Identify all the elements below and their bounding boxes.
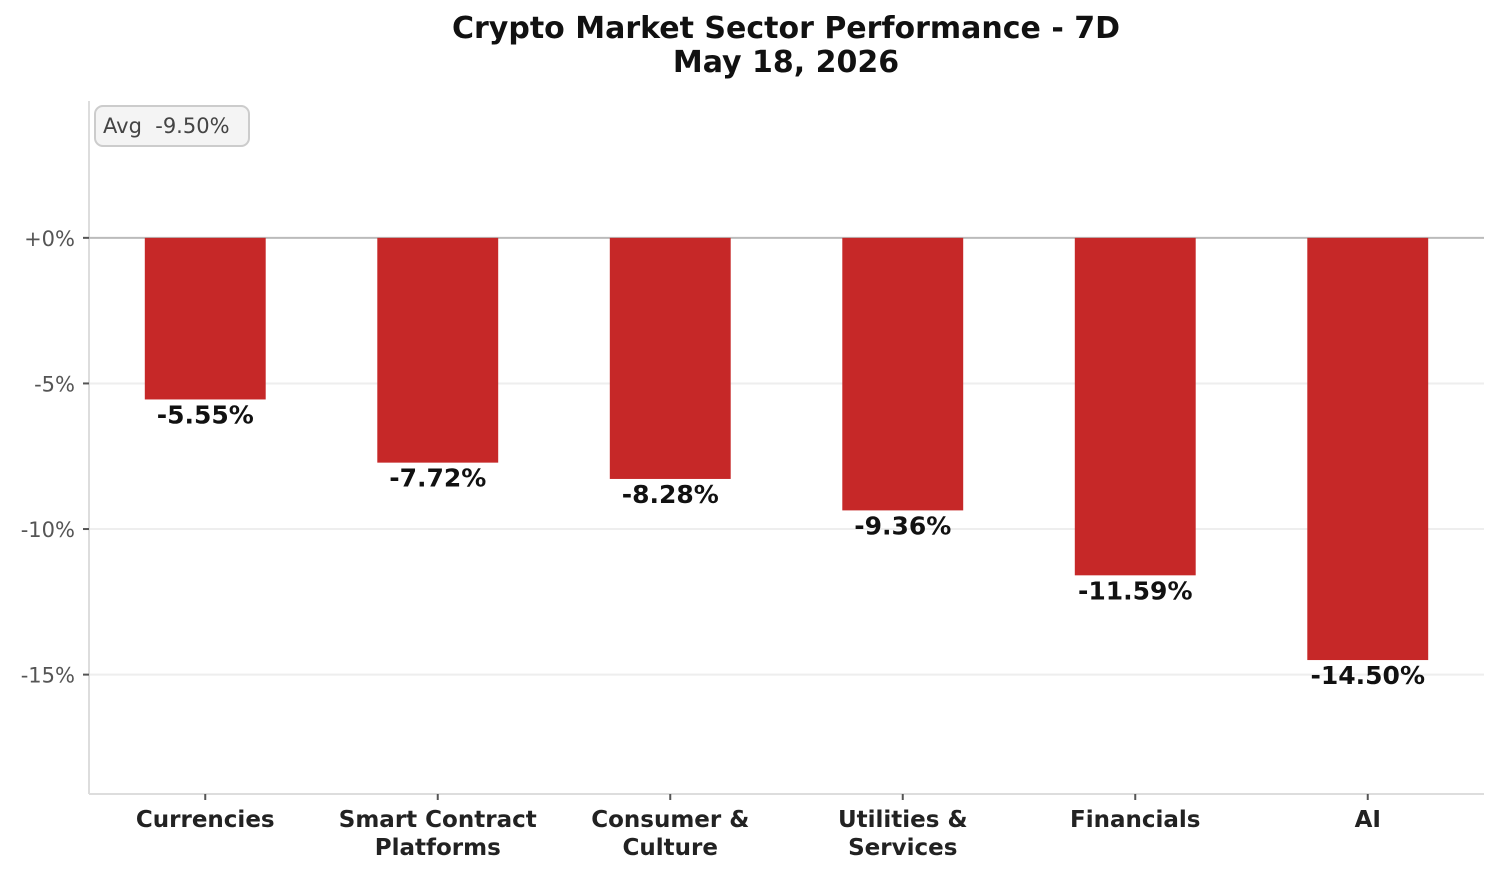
bar-value-label: -14.50% (1310, 661, 1425, 690)
x-tick-label: Smart Contract (339, 807, 537, 833)
x-tick-label: Currencies (136, 807, 275, 833)
bar-value-label: -8.28% (622, 480, 719, 509)
bar (842, 237, 964, 511)
average-annotation-box (94, 105, 250, 147)
x-tick-label: Platforms (375, 835, 501, 861)
bar (609, 237, 731, 479)
x-tick-label: Financials (1070, 807, 1200, 833)
bar (377, 237, 499, 463)
y-tick-label: -5% (34, 372, 75, 396)
x-tick-label: Utilities & (838, 807, 968, 833)
chart-subtitle: May 18, 2026 (673, 45, 899, 80)
average-annotation-text: Avg -9.50% (103, 114, 230, 138)
grid-lines (89, 382, 1484, 676)
y-tick-label: -10% (21, 518, 75, 542)
x-tick-label: AI (1355, 807, 1381, 833)
bar-value-label: -7.72% (389, 464, 486, 493)
y-tick-label: -15% (21, 664, 75, 688)
x-tick-label: Services (848, 835, 957, 861)
chart-title: Crypto Market Sector Performance - 7D (452, 11, 1120, 46)
data-labels: -5.55% -7.72% -8.28% -9.36% -11.59% -14.50% (157, 400, 1425, 690)
bar-value-label: -9.36% (854, 511, 951, 540)
axes (88, 101, 1484, 795)
bar-value-label: -5.55% (157, 400, 254, 429)
bar (1307, 237, 1429, 661)
bar (144, 237, 266, 400)
average-annotation: Avg -9.50% (94, 105, 250, 147)
y-tick-label: +0% (24, 227, 75, 251)
bars (144, 237, 1429, 661)
x-tick-label: Culture (623, 835, 718, 861)
bar (1074, 237, 1196, 576)
y-axis-ticks: +0% -5% -10% -15% (21, 227, 89, 688)
x-tick-label: Consumer & (591, 807, 749, 833)
bar-value-label: -11.59% (1078, 576, 1193, 605)
